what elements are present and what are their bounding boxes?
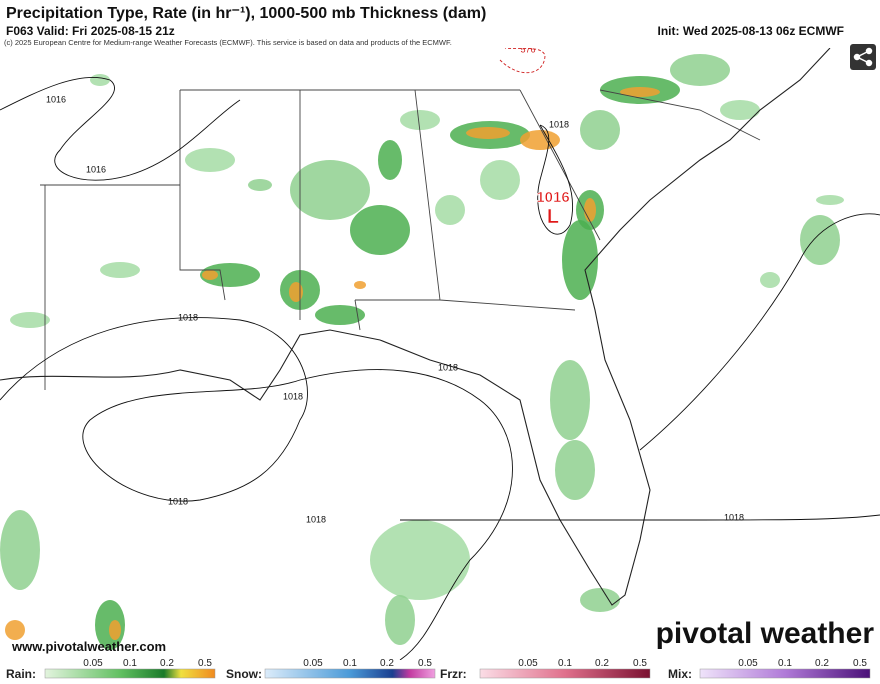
isobar-label: 1016 (86, 164, 106, 174)
legend-bar (44, 668, 216, 679)
share-icon[interactable] (853, 47, 873, 67)
legend-tick-label: 0.5 (853, 658, 867, 669)
isobar-label: 1016 (46, 94, 66, 104)
isobars (0, 76, 880, 660)
valid-time: F063 Valid: Fri 2025-08-15 21z (6, 24, 175, 38)
share-button[interactable] (850, 44, 876, 70)
precip-blob (248, 179, 272, 191)
precip-blob (816, 195, 844, 205)
precip-blob (670, 54, 730, 86)
precip-blob (466, 127, 510, 139)
precip-blob (580, 588, 620, 612)
legend-label: Mix: (668, 667, 692, 680)
precip-blob (800, 215, 840, 265)
legend-tick-label: 0.1 (778, 658, 792, 669)
precip-blob (354, 281, 366, 289)
isobar-label: 1018 (178, 312, 198, 322)
legend-tick-label: 0.2 (595, 658, 609, 669)
credit: (c) 2025 European Centre for Medium-rang… (4, 38, 452, 47)
precip-blob (385, 595, 415, 645)
legend-tick-label: 0.05 (83, 658, 103, 669)
init-time: Init: Wed 2025-08-13 06z ECMWF (658, 24, 845, 38)
legend-tick-label: 0.5 (198, 658, 212, 669)
precip-blob (289, 282, 303, 302)
map-area: 1016 1016 1018 1018 1018 1018 1018 1018 … (0, 44, 880, 660)
precip-blob (550, 360, 590, 440)
precip-blob (580, 110, 620, 150)
legend-tick-label: 0.5 (633, 658, 647, 669)
legend-bar (479, 668, 651, 679)
legend-bg (0, 660, 880, 680)
precip-blob (562, 220, 598, 300)
precip-blob (90, 74, 110, 86)
isobar-label: 1018 (168, 496, 188, 506)
precip-blob (370, 520, 470, 600)
isobar-label: 1018 (306, 514, 326, 524)
isobar-label: 1018 (724, 512, 744, 522)
low-pressure-value: 1016 (536, 189, 569, 206)
legend-tick-label: 0.2 (815, 658, 829, 669)
title: Precipitation Type, Rate (in hr⁻¹), 1000… (6, 5, 486, 22)
precip-blob (378, 140, 402, 180)
precip-blob (350, 205, 410, 255)
precip-blob (10, 312, 50, 328)
precip-blob (720, 100, 760, 120)
precip-blob (0, 510, 40, 590)
legend-tick-label: 0.5 (418, 658, 432, 669)
legend-tick-label: 0.2 (160, 658, 174, 669)
precip-blob (584, 198, 596, 222)
watermark-brand: pivotal weather (656, 617, 875, 650)
state-borders (40, 89, 761, 390)
thickness-label: 576 (520, 44, 535, 54)
legend-bar (264, 668, 436, 679)
precip-blob (760, 272, 780, 288)
precip-blob (5, 620, 25, 640)
isobar-label: 1018 (549, 119, 569, 129)
low-symbol: L (547, 206, 559, 228)
precip-blob (290, 160, 370, 220)
precip-blob (435, 195, 465, 225)
legend-label: Frzr: (440, 667, 467, 680)
legend-tick-label: 0.05 (303, 658, 323, 669)
legend-tick-label: 0.05 (738, 658, 758, 669)
legend-tick-label: 0.1 (558, 658, 572, 669)
legend-tick-label: 0.1 (343, 658, 357, 669)
precip-blob (100, 262, 140, 278)
precip-blob (480, 160, 520, 200)
precip (0, 54, 844, 650)
isobar-label: 1018 (438, 362, 458, 372)
legend-label: Rain: (6, 667, 36, 680)
precip-blob (400, 110, 440, 130)
precip-blob (185, 148, 235, 172)
isobar-label: 1018 (283, 391, 303, 401)
coastline (0, 48, 831, 606)
precip-blob (620, 87, 660, 97)
watermark-url: www.pivotalweather.com (11, 639, 166, 654)
precip-blob (315, 305, 365, 325)
thickness-line (499, 48, 546, 74)
legend-label: Snow: (226, 667, 262, 680)
precip-blob (520, 130, 560, 150)
legend-tick-label: 0.05 (518, 658, 538, 669)
legend: Rain: 0.05 0.1 0.2 0.5 Snow: 0.05 0.1 0.2 0.5 Frzr… (6, 658, 871, 681)
precip-blob (200, 263, 260, 287)
legend-tick-label: 0.1 (123, 658, 137, 669)
precip-blob (202, 270, 218, 280)
precip-blob (555, 440, 595, 500)
legend-bar (699, 668, 871, 679)
legend-tick-label: 0.2 (380, 658, 394, 669)
precip-blob (109, 620, 121, 640)
